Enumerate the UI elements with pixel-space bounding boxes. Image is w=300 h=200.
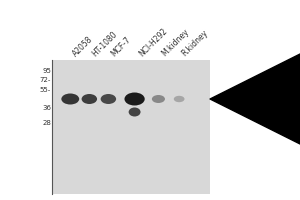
Text: 36: 36 [42,105,51,111]
Ellipse shape [82,94,97,104]
Text: 95: 95 [42,68,51,74]
Ellipse shape [124,92,145,106]
Text: HT-1080: HT-1080 [91,29,119,58]
Text: MCF-7: MCF-7 [110,35,133,58]
Text: A2058: A2058 [71,34,95,58]
Ellipse shape [100,94,116,104]
Text: NCI-H292: NCI-H292 [137,26,169,58]
Text: 28: 28 [42,120,51,126]
Ellipse shape [152,95,165,103]
Ellipse shape [61,94,79,104]
Ellipse shape [174,96,184,102]
Text: 55-: 55- [40,87,51,93]
Text: M.kidney: M.kidney [160,27,191,58]
Text: R.kidney: R.kidney [180,28,210,58]
Bar [52,60,210,194]
Ellipse shape [129,108,141,116]
Text: 72-: 72- [40,77,51,83]
